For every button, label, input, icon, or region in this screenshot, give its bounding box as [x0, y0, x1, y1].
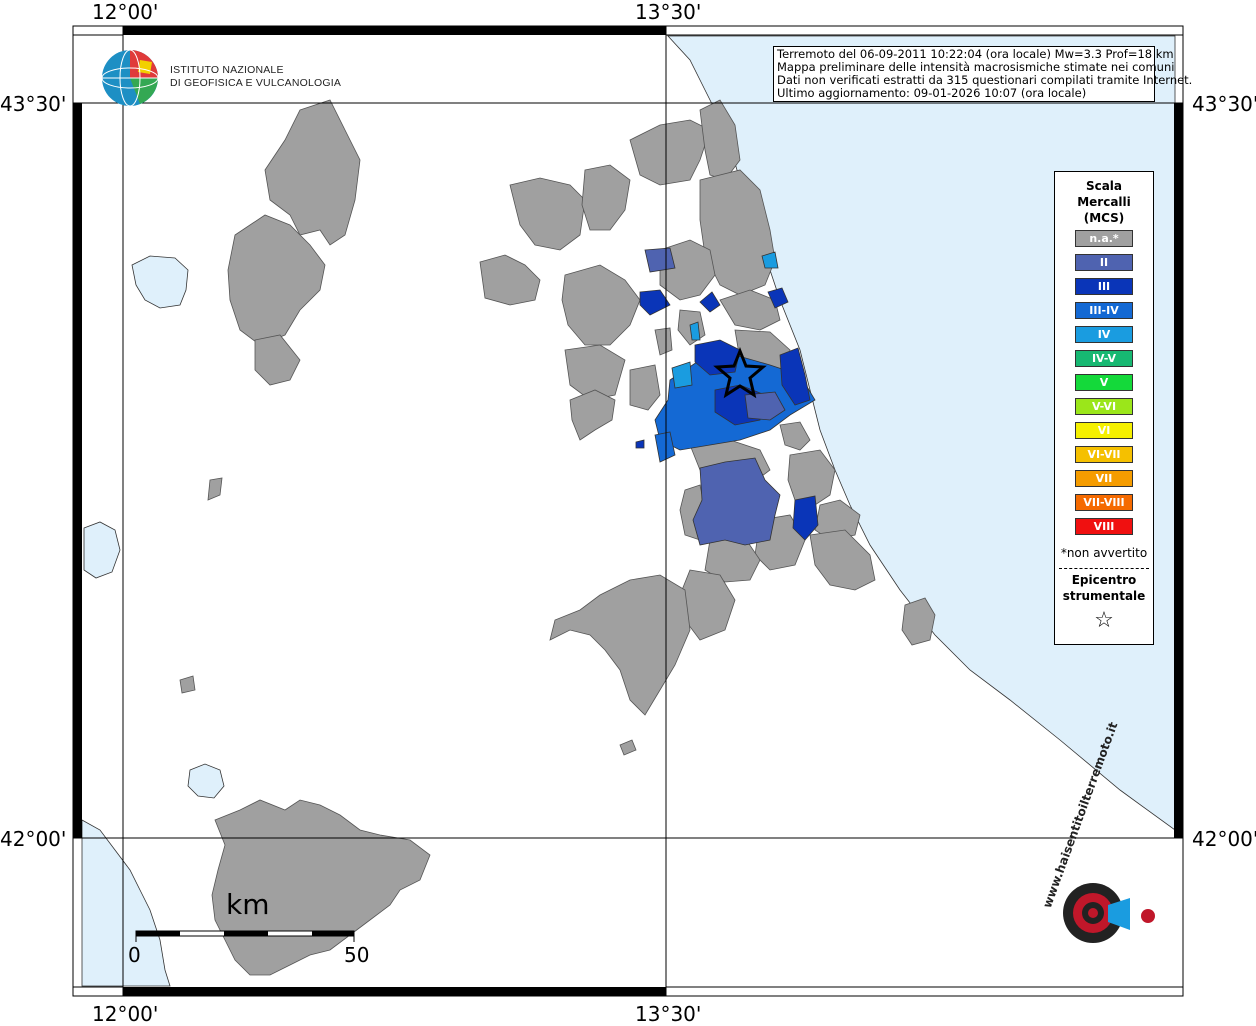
- axis-right-lat-1: 43°30': [1192, 92, 1256, 116]
- legend-item: VII: [1075, 470, 1133, 487]
- legend-item: III-IV: [1075, 302, 1133, 319]
- institute-name: ISTITUTO NAZIONALE DI GEOFISICA E VULCAN…: [170, 64, 341, 90]
- legend-title-line3: (MCS): [1083, 211, 1125, 225]
- tyrrhenian-sea: [81, 819, 171, 987]
- map-border: [72, 25, 1184, 997]
- scale-unit: km: [226, 888, 270, 921]
- legend-title-line2: Mercalli: [1077, 195, 1131, 209]
- axis-right-lat-2: 42°00': [1192, 827, 1256, 851]
- legend-epicenter-line1: Epicentro: [1071, 573, 1137, 587]
- lake-vico: [187, 763, 225, 799]
- axis-bottom-lon-1: 12°00': [92, 1002, 159, 1026]
- legend-title-line1: Scala: [1085, 179, 1123, 193]
- legend-item: III: [1075, 278, 1133, 295]
- event-info-line3: Dati non verificati estratti da 315 ques…: [777, 73, 1193, 87]
- scale-start: 0: [128, 943, 141, 967]
- legend-item: IV: [1075, 326, 1133, 343]
- institute-name-line1: ISTITUTO NAZIONALE: [170, 64, 284, 76]
- lake-trasimeno: [131, 255, 189, 309]
- event-info-line1: Terremoto del 06-09-2011 10:22:04 (ora l…: [777, 47, 1174, 61]
- legend-item: VII-VIII: [1075, 494, 1133, 511]
- legend-star-icon: ☆: [1094, 608, 1114, 633]
- map-graticule: [73, 26, 1183, 996]
- legend-item: n.a.*: [1075, 230, 1133, 247]
- legend-item: V: [1075, 374, 1133, 391]
- event-info-box: Terremoto del 06-09-2011 10:22:04 (ora l…: [773, 46, 1193, 102]
- axis-bottom-lon-2: 13°30': [635, 1002, 702, 1026]
- legend-item: VI: [1075, 422, 1133, 439]
- event-info-line4: Ultimo aggiornamento: 09-01-2026 10:07 (…: [777, 86, 1087, 100]
- region-not-felt: [179, 99, 936, 976]
- legend-item: V-VI: [1075, 398, 1133, 415]
- axis-left-lat-2: 42°00': [0, 827, 67, 851]
- legend-item: VIII: [1075, 518, 1133, 535]
- axis-left-lat-1: 43°30': [0, 92, 67, 116]
- mcs-legend: Scala Mercalli (MCS) n.a.* II III III-IV IV I…: [1054, 171, 1154, 645]
- legend-epicenter-line2: strumentale: [1062, 589, 1146, 603]
- scale-bar: [135, 930, 355, 942]
- legend-epicenter-label: Epicentro strumentale: [1055, 572, 1153, 604]
- lake-bolsena: [83, 521, 121, 579]
- scale-end: 50: [344, 943, 370, 967]
- axis-top-lon-2: 13°30': [635, 0, 702, 24]
- epicenter-star: [713, 346, 767, 399]
- event-info-line2: Mappa preliminare delle intensità macros…: [777, 60, 1175, 74]
- axis-top-lon-1: 12°00': [92, 0, 159, 24]
- legend-item: II: [1075, 254, 1133, 271]
- legend-separator: [1059, 568, 1149, 569]
- legend-item: VI-VII: [1075, 446, 1133, 463]
- legend-note: *non avvertito: [1060, 546, 1148, 560]
- legend-title: Scala Mercalli (MCS): [1055, 178, 1153, 226]
- ingv-logo-icon: [101, 49, 159, 107]
- institute-name-line2: DI GEOFISICA E VULCANOLOGIA: [170, 77, 342, 89]
- haisentito-logo-icon: [1063, 883, 1155, 943]
- legend-item: IV-V: [1075, 350, 1133, 367]
